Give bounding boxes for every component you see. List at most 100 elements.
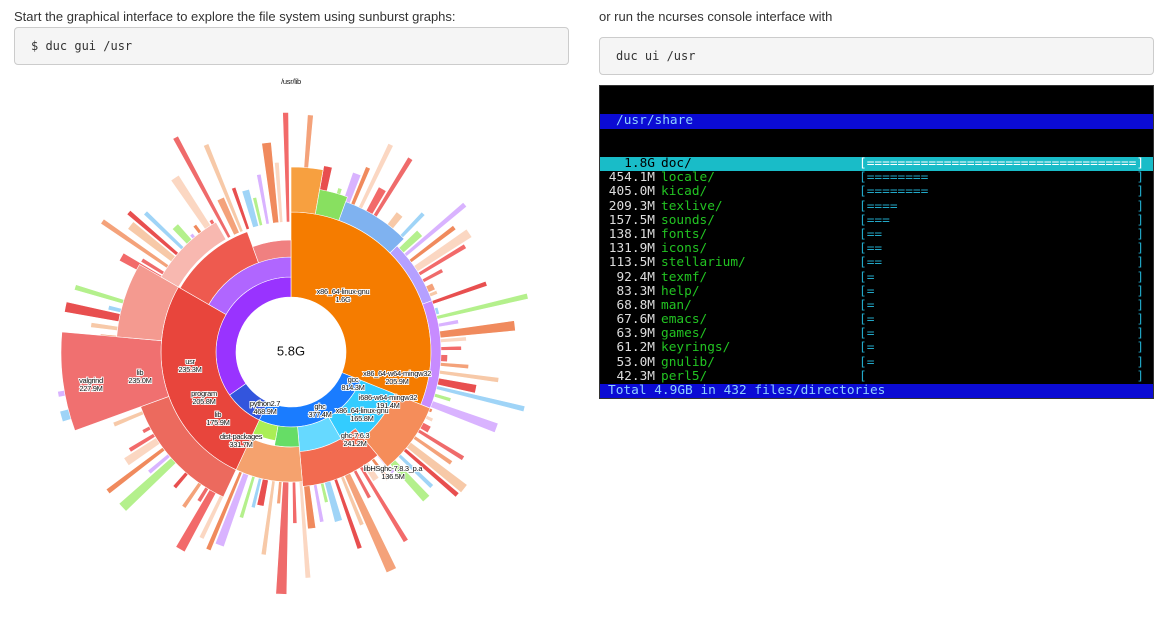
- segment-name: libHSghc-7.8.3_p.a: [364, 464, 424, 473]
- segment-size: 241.2M: [343, 439, 366, 448]
- entry-name: texlive/: [661, 198, 723, 214]
- entry-bar: [== ]: [859, 255, 1145, 271]
- segment-name: program: [191, 389, 217, 398]
- entry-bar: [===================================]: [859, 156, 1145, 171]
- sunburst-segment[interactable]: [231, 186, 250, 231]
- entry-bar: [======== ]: [859, 184, 1145, 200]
- entry-size: 92.4M: [616, 269, 655, 285]
- terminal-rows: 1.8G doc/ [===============================…: [600, 156, 1153, 398]
- entry-size: 157.5M: [608, 212, 655, 228]
- terminal-footer: Total 4.9GB in 432 files/directories: [600, 383, 1153, 398]
- intro-text: or run the ncurses console interface wit…: [599, 9, 833, 24]
- entry-name: icons/: [661, 241, 708, 257]
- entry-name: man/: [661, 297, 692, 313]
- terminal-row[interactable]: 209.3M texlive/ [==== ]: [600, 198, 1153, 214]
- sunburst-segment[interactable]: [292, 481, 298, 524]
- segment-name: python2.7: [250, 399, 280, 408]
- entry-size: 209.3M: [608, 198, 655, 214]
- terminal-row[interactable]: 1.8G doc/ [===============================…: [600, 156, 1153, 172]
- segment-size: 235.0M: [128, 376, 151, 385]
- segment-name: x86_64-linux-gnu: [336, 406, 389, 415]
- sunburst-segment[interactable]: [172, 135, 232, 239]
- entry-name: perl5/: [661, 368, 708, 384]
- entry-size: 53.0M: [616, 354, 655, 370]
- entry-bar: [= ]: [859, 326, 1145, 342]
- sunburst-segment[interactable]: [241, 188, 260, 229]
- terminal-row[interactable]: 61.2M keyrings/ [= ]: [600, 341, 1153, 355]
- entry-bar: [== ]: [859, 241, 1145, 257]
- segment-name: dist-packages: [220, 432, 263, 441]
- segment-name: ghc-7.6.3: [341, 431, 370, 440]
- segment-name: usr: [185, 357, 195, 366]
- sunburst-segment[interactable]: [116, 264, 179, 341]
- terminal: /usr/share 1.8G doc/ [====================…: [599, 85, 1154, 399]
- sunburst-segment[interactable]: [261, 141, 280, 224]
- segment-name: x86_64-w64-mingw32: [363, 369, 431, 378]
- entry-name: fonts/: [661, 226, 708, 242]
- entry-size: 405.0M: [608, 184, 655, 200]
- terminal-row[interactable]: 53.0M gnulib/ [= ]: [600, 354, 1153, 370]
- terminal-row[interactable]: 92.4M texmf/ [= ]: [600, 269, 1153, 285]
- segment-size: 331.7M: [229, 440, 252, 449]
- sunburst-segment[interactable]: [60, 331, 170, 432]
- segment-size: 205.8M: [192, 397, 215, 406]
- terminal-row[interactable]: 113.5M stellarium/ [== ]: [600, 256, 1153, 270]
- entry-name: gnulib/: [661, 354, 715, 370]
- sunburst-segment[interactable]: [216, 196, 240, 236]
- terminal-header: /usr/share: [600, 114, 1153, 129]
- entry-bar: [= ]: [859, 354, 1145, 370]
- terminal-row[interactable]: 68.8M man/ [= ]: [600, 297, 1153, 313]
- entry-bar: [= ]: [859, 312, 1145, 328]
- entry-size: 113.5M: [608, 255, 655, 271]
- entry-bar: [= ]: [859, 283, 1145, 299]
- entry-bar: [ ]: [859, 368, 1145, 384]
- entry-name: doc/: [661, 156, 692, 171]
- sunburst-segment[interactable]: [282, 112, 290, 223]
- entry-name: sounds/: [661, 212, 715, 228]
- terminal-row[interactable]: 67.6M emacs/ [= ]: [600, 312, 1153, 328]
- entry-size: 1.8G: [624, 156, 655, 171]
- sunburst-segment[interactable]: [276, 481, 283, 505]
- entry-bar: [= ]: [859, 340, 1145, 356]
- entry-bar: [= ]: [859, 269, 1145, 285]
- terminal-row[interactable]: 131.9M icons/ [== ]: [600, 241, 1153, 257]
- entry-name: games/: [661, 326, 708, 342]
- terminal-row[interactable]: 83.3M help/ [= ]: [600, 283, 1153, 299]
- entry-size: 42.3M: [616, 368, 655, 384]
- segment-size: 175.9M: [206, 418, 229, 427]
- terminal-row[interactable]: 405.0M kicad/ [======== ]: [600, 185, 1153, 199]
- entry-bar: [= ]: [859, 297, 1145, 313]
- terminal-row[interactable]: 157.5M sounds/ [=== ]: [600, 212, 1153, 228]
- entry-bar: [==== ]: [859, 198, 1145, 214]
- sunburst-segment[interactable]: [274, 425, 300, 448]
- segment-size: 468.9M: [253, 407, 276, 416]
- command-box: $ duc gui /usr: [14, 27, 569, 65]
- segment-name: x86_64-linux-gnu: [317, 287, 370, 296]
- intro-text: Start the graphical interface to explore…: [14, 9, 456, 24]
- sunburst-segment[interactable]: [274, 161, 284, 223]
- segment-name: ghc: [314, 402, 326, 411]
- sunburst-segment[interactable]: [252, 196, 263, 227]
- segment-name: lib: [215, 410, 222, 419]
- terminal-row[interactable]: 138.1M fonts/ [== ]: [600, 226, 1153, 242]
- entry-size: 63.9M: [616, 326, 655, 342]
- sunburst-segment[interactable]: [203, 143, 244, 233]
- terminal-row[interactable]: 63.9M games/ [= ]: [600, 327, 1153, 341]
- terminal-row[interactable]: 42.3M perl5/ [ ]: [600, 368, 1153, 384]
- sunburst-segment[interactable]: [160, 221, 227, 288]
- sunburst-segment[interactable]: [252, 239, 292, 264]
- center-label: 5.8G: [277, 343, 305, 358]
- sunburst-segment[interactable]: [256, 173, 270, 225]
- segment-size: 191.4M: [376, 401, 399, 410]
- entry-size: 40.4M: [616, 397, 655, 398]
- segment-name: valgrind: [79, 376, 103, 385]
- entry-size: 68.8M: [616, 297, 655, 313]
- entry-bar: [======== ]: [859, 170, 1145, 186]
- terminal-row[interactable]: 40.4M wine-gecko/ [ ]: [616, 397, 1144, 398]
- command-box: duc ui /usr: [599, 37, 1154, 75]
- segment-name: gcc: [348, 375, 359, 384]
- entry-size: 83.3M: [616, 283, 655, 299]
- segment-size: 227.9M: [79, 384, 102, 393]
- terminal-row[interactable]: 454.1M locale/ [======== ]: [600, 170, 1153, 186]
